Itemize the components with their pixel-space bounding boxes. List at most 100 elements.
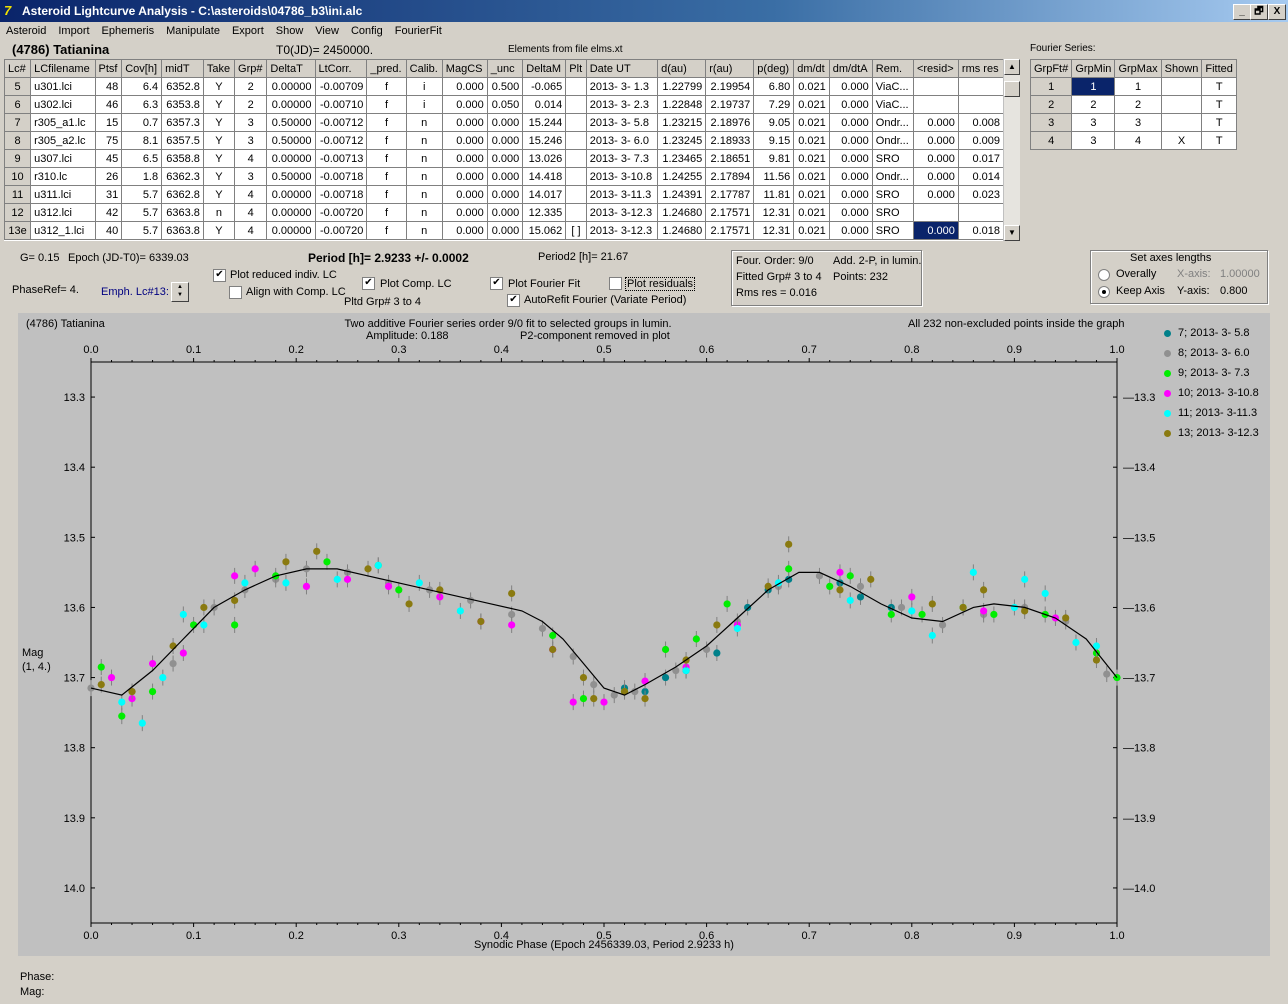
table-cell[interactable]: r305_a1.lc — [30, 113, 96, 132]
row-header[interactable]: 9 — [4, 149, 32, 168]
scroll-up-icon[interactable]: ▲ — [1004, 59, 1020, 75]
row-header[interactable]: 11 — [4, 185, 32, 204]
table-cell[interactable]: n — [405, 149, 443, 168]
table-cell[interactable]: 6357.3 — [161, 113, 204, 132]
table-cell[interactable]: 2.17571 — [705, 203, 755, 222]
table-cell[interactable]: 40 — [94, 221, 123, 240]
table-cell[interactable]: 0.50000 — [266, 131, 316, 150]
table-cell[interactable]: 3 — [234, 113, 268, 132]
table-cell[interactable]: 1.24391 — [657, 185, 707, 204]
table-cell[interactable]: 15 — [94, 113, 123, 132]
table-cell[interactable]: -0.00718 — [314, 167, 368, 186]
lc-column-header[interactable]: Grp# — [234, 59, 268, 78]
table-cell[interactable]: Ondr... — [871, 167, 914, 186]
plot-residuals-checkbox[interactable] — [609, 277, 622, 290]
table-cell[interactable]: SRO — [871, 185, 914, 204]
table-cell[interactable]: 1.24255 — [657, 167, 707, 186]
lc-column-header[interactable]: Date UT — [585, 59, 659, 78]
menu-ephemeris[interactable]: Ephemeris — [101, 25, 155, 37]
table-cell[interactable]: SRO — [871, 203, 914, 222]
table-cell[interactable]: 0.000 — [441, 203, 488, 222]
table-cell[interactable]: 0.017 — [957, 149, 1003, 168]
row-header[interactable]: 8 — [4, 131, 32, 150]
table-cell[interactable]: 3 — [234, 167, 268, 186]
table-cell[interactable]: 0.000 — [486, 185, 524, 204]
table-row[interactable]: 12 u312.lci 42 5.7 6363.8 n 4 0.00000 -0.00720 f n… — [4, 203, 1003, 222]
table-cell[interactable]: 6353.8 — [161, 95, 204, 114]
lc-column-header[interactable]: <resid> — [912, 59, 959, 78]
table-cell[interactable]: u312_1.lci — [30, 221, 96, 240]
table-cell[interactable]: n — [405, 185, 443, 204]
table-cell[interactable]: f — [366, 113, 407, 132]
minimize-button[interactable]: _ — [1233, 4, 1251, 20]
fourier-cell[interactable] — [1160, 95, 1203, 114]
lc-column-header[interactable]: Take — [202, 59, 236, 78]
table-cell[interactable]: 4 — [234, 149, 268, 168]
fourier-cell[interactable] — [1160, 77, 1203, 96]
table-cell[interactable]: -0.00712 — [314, 113, 368, 132]
fourier-row-header[interactable]: 4 — [1029, 131, 1073, 150]
table-cell[interactable] — [957, 95, 1003, 114]
lc-column-header[interactable]: Lc# — [4, 59, 32, 78]
table-cell[interactable]: 12.335 — [522, 203, 567, 222]
lc-column-header[interactable]: Ptsf — [94, 59, 123, 78]
table-cell[interactable]: 0.000 — [486, 131, 524, 150]
fourier-column-header[interactable]: GrpMin — [1071, 59, 1116, 78]
lc-column-header[interactable]: LCfilename — [30, 59, 96, 78]
table-cell[interactable]: 31 — [94, 185, 123, 204]
table-cell[interactable]: 0.021 — [793, 113, 830, 132]
table-row[interactable]: 13e u312_1.lci 40 5.7 6363.8 Y 4 0.00000 -0.0072… — [4, 221, 1003, 240]
fourier-column-header[interactable]: Shown — [1160, 59, 1203, 78]
table-cell[interactable]: 1.8 — [121, 167, 163, 186]
fourier-cell[interactable]: 4 — [1114, 131, 1162, 150]
table-cell[interactable] — [912, 203, 959, 222]
table-cell[interactable]: f — [366, 77, 407, 96]
table-cell[interactable]: -0.00720 — [314, 203, 368, 222]
row-header[interactable]: 12 — [4, 203, 32, 222]
table-cell[interactable]: r310.lc — [30, 167, 96, 186]
table-cell[interactable] — [565, 203, 587, 222]
scroll-thumb[interactable] — [1004, 81, 1020, 97]
menu-config[interactable]: Config — [350, 25, 383, 37]
table-cell[interactable]: 7.29 — [753, 95, 795, 114]
table-cell[interactable]: 2013- 3- 1.3 — [585, 77, 659, 96]
table-cell[interactable]: 0.000 — [441, 149, 488, 168]
table-cell[interactable]: u311.lci — [30, 185, 96, 204]
fourier-cell[interactable]: 1 — [1114, 77, 1162, 96]
lc-column-header[interactable]: rms res — [957, 59, 1003, 78]
table-cell[interactable]: 6363.8 — [161, 203, 204, 222]
table-cell[interactable]: 0.50000 — [266, 113, 316, 132]
table-cell[interactable]: -0.00712 — [314, 131, 368, 150]
table-cell[interactable]: 2.19737 — [705, 95, 755, 114]
table-cell[interactable]: 0.000 — [828, 203, 873, 222]
table-cell[interactable]: Y — [202, 185, 236, 204]
table-cell[interactable]: Y — [202, 149, 236, 168]
xaxis-value[interactable]: 1.00000 — [1220, 268, 1260, 280]
row-header[interactable]: 5 — [4, 77, 32, 96]
table-cell[interactable]: f — [366, 185, 407, 204]
table-cell[interactable]: 0.000 — [486, 221, 524, 240]
table-cell[interactable]: 2013- 3-11.3 — [585, 185, 659, 204]
table-cell[interactable]: f — [366, 149, 407, 168]
table-cell[interactable]: 0.000 — [486, 203, 524, 222]
fourier-row-header[interactable]: 1 — [1029, 77, 1073, 96]
table-cell[interactable]: 0.021 — [793, 221, 830, 240]
table-cell[interactable]: 0.009 — [957, 131, 1003, 150]
table-cell[interactable]: 0.000 — [828, 221, 873, 240]
table-cell[interactable]: 9.15 — [753, 131, 795, 150]
lc-column-header[interactable]: p(deg) — [753, 59, 795, 78]
table-cell[interactable]: 2.18933 — [705, 131, 755, 150]
table-cell[interactable]: ViaC... — [871, 77, 914, 96]
lc-column-header[interactable]: _unc — [486, 59, 524, 78]
table-cell[interactable]: 14.418 — [522, 167, 567, 186]
lc-column-header[interactable]: Cov[h] — [121, 59, 163, 78]
table-cell[interactable]: 6363.8 — [161, 221, 204, 240]
table-cell[interactable]: u307.lci — [30, 149, 96, 168]
table-cell[interactable]: 0.000 — [828, 185, 873, 204]
table-cell[interactable]: 11.81 — [753, 185, 795, 204]
fourier-row-header[interactable]: 3 — [1029, 113, 1073, 132]
table-cell[interactable] — [565, 113, 587, 132]
